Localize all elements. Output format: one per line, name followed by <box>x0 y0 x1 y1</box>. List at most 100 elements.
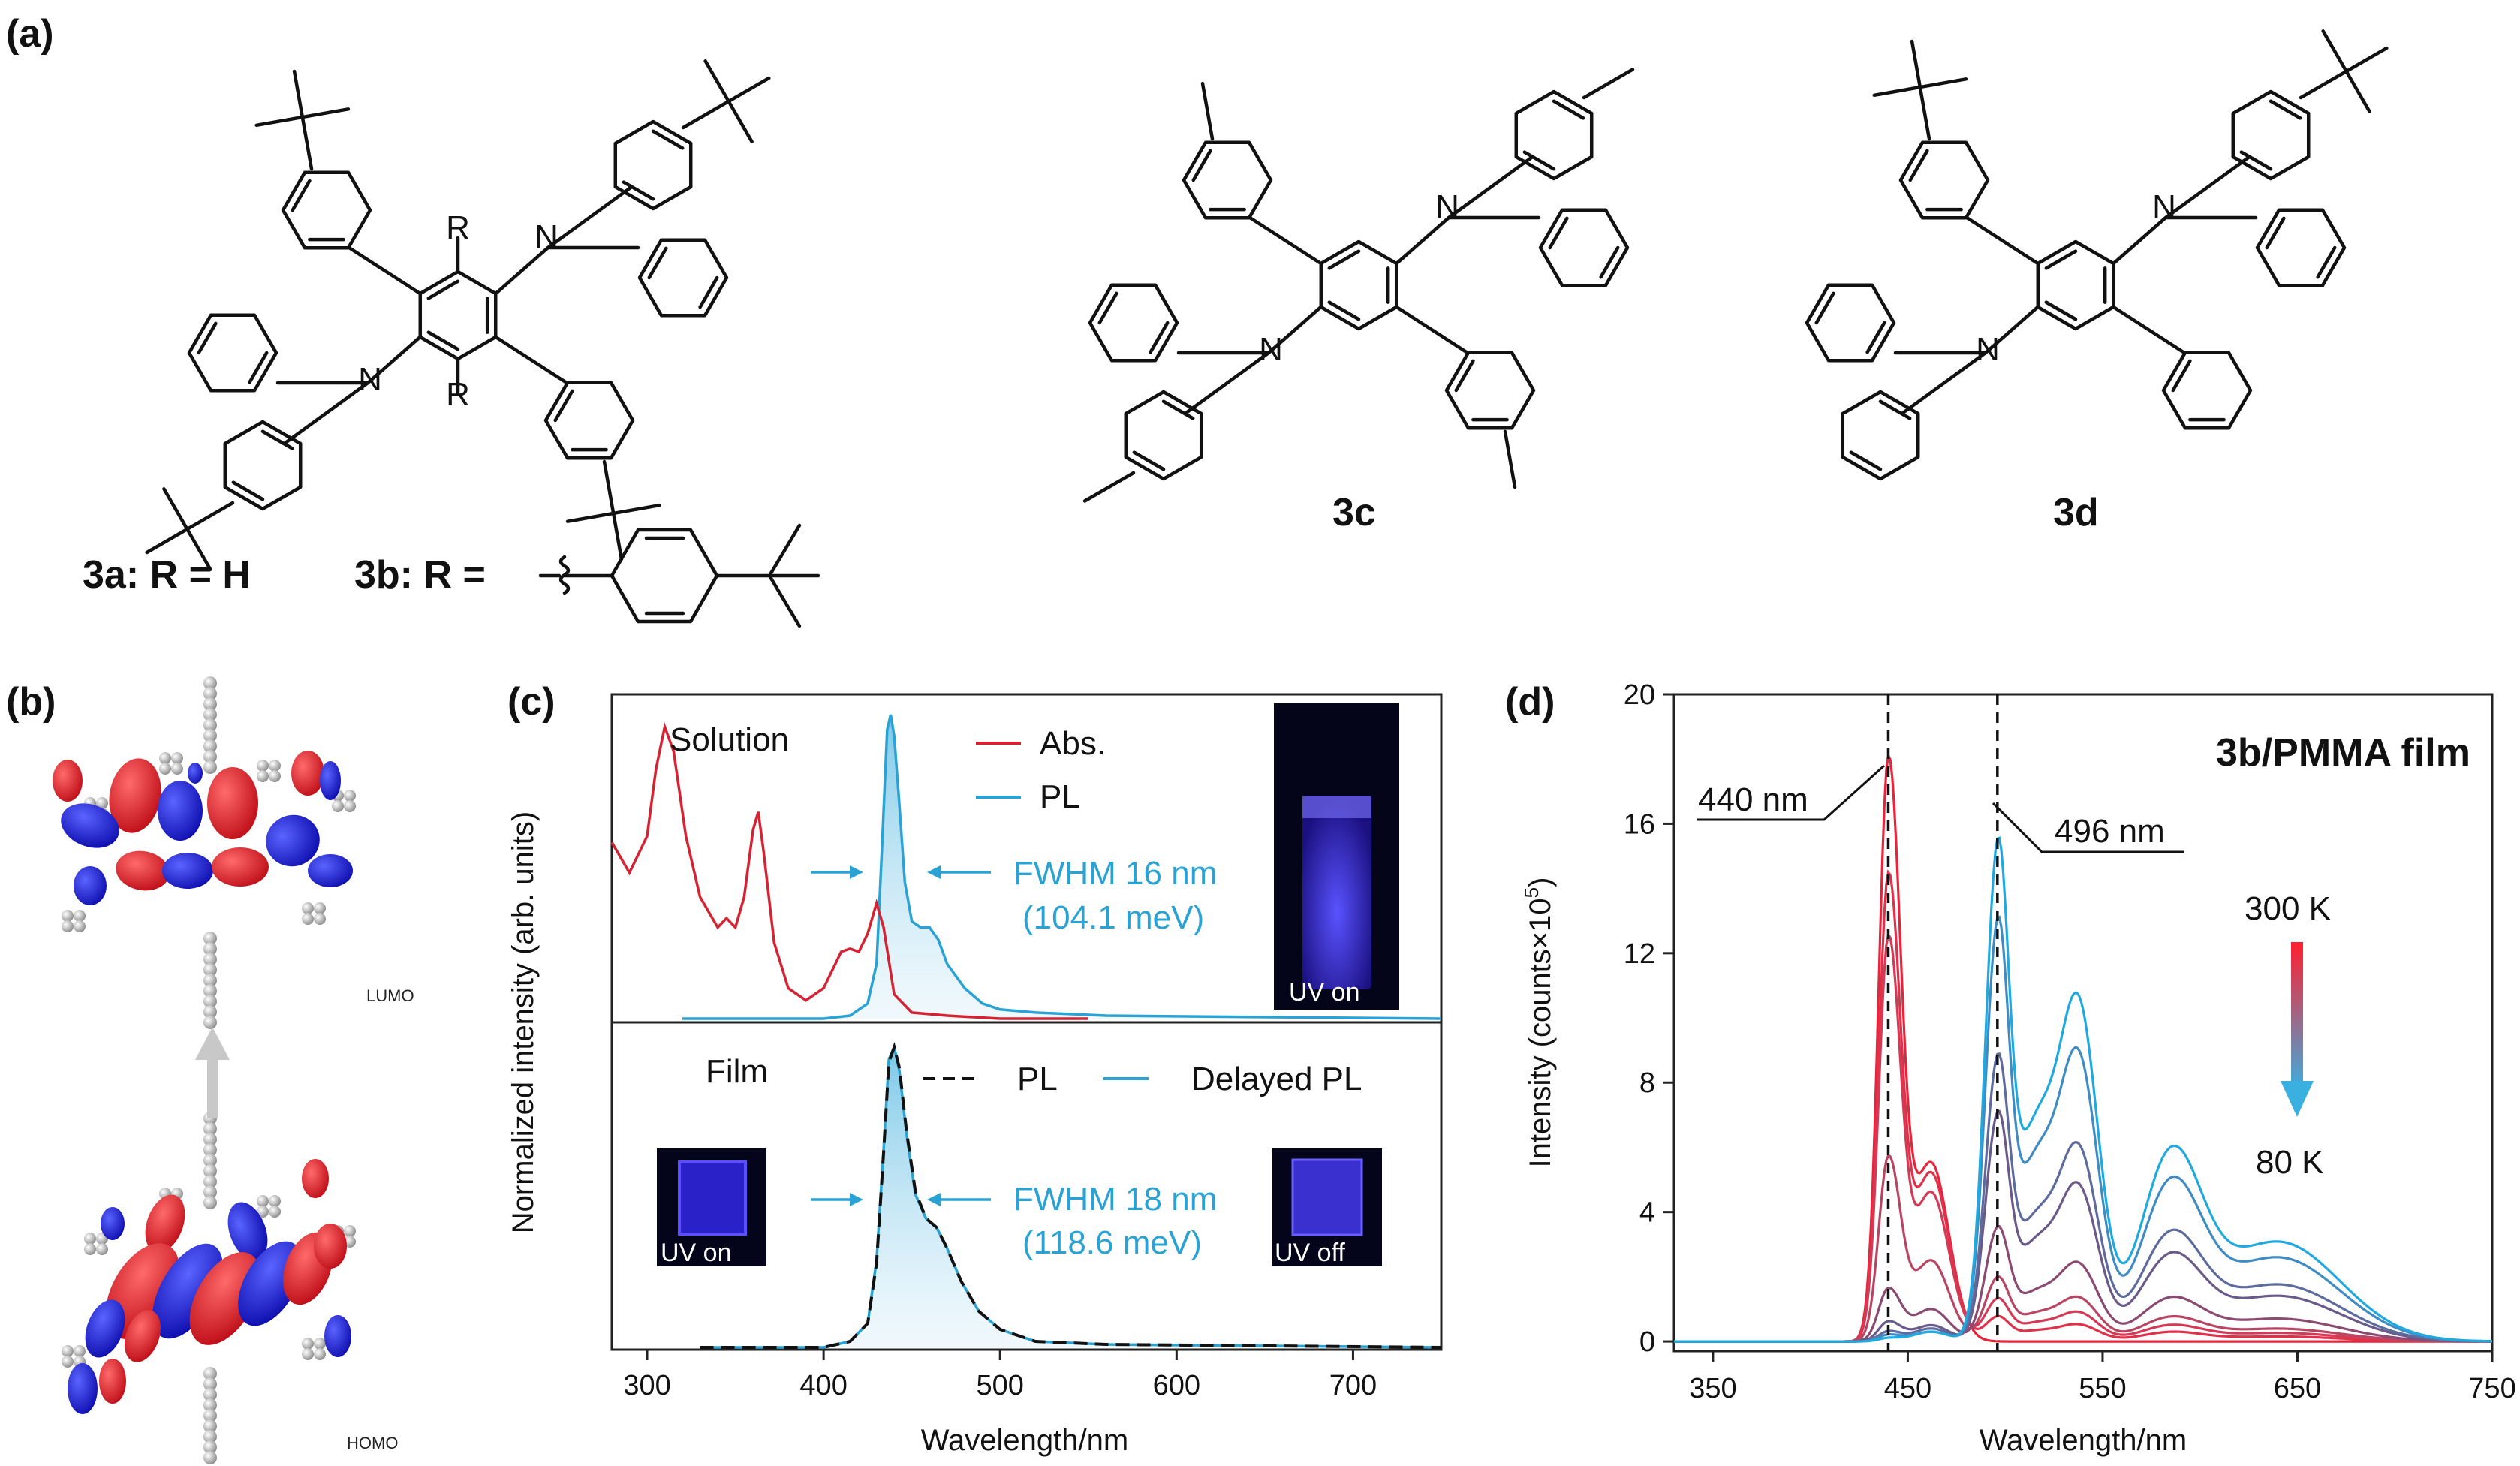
orbital-lobe-negative <box>320 761 341 800</box>
atom-sphere <box>203 1451 217 1464</box>
caption-3b: 3b: R = <box>354 553 486 597</box>
tbu-group <box>611 503 661 516</box>
tbu-group <box>185 527 212 571</box>
bond <box>347 245 422 296</box>
peak-label-496: 496 nm <box>2055 813 2165 850</box>
central-ring-double-bond <box>1327 300 1361 321</box>
ring-left-bottom-double-bond <box>260 429 294 450</box>
bond <box>1248 215 1323 266</box>
inset-film-uv-off: UV off <box>1272 1148 1382 1267</box>
atom-sphere <box>171 752 183 764</box>
atom-sphere <box>332 800 344 812</box>
atom-sphere <box>203 1388 217 1401</box>
ring-right-top <box>2231 89 2311 181</box>
atom-sphere <box>203 729 217 742</box>
atom-sphere <box>203 1377 217 1391</box>
ring-left-top-double-bond <box>1908 149 1929 182</box>
atom-sphere <box>62 1345 74 1357</box>
solution-pl-line <box>682 714 1442 1020</box>
bond <box>1965 215 2040 266</box>
orbital-lobe-positive <box>291 751 324 796</box>
atom-sphere <box>203 760 217 774</box>
peak-leader-440 <box>1697 764 1886 821</box>
atom-sphere <box>203 984 217 998</box>
orbital-lobe-positive <box>145 1194 185 1253</box>
orbital-lobe-negative <box>152 1243 223 1339</box>
molecule-3d-structure <box>1805 29 2389 481</box>
ring-right-mid-double-bond <box>698 275 719 309</box>
atom-sphere <box>74 920 86 932</box>
ring-right-mid-double-bond <box>647 246 668 280</box>
tbu-group <box>2344 69 2371 113</box>
fwhm-solution-line1: FWHM 16 nm <box>1013 855 1217 892</box>
tbu-group <box>565 511 616 523</box>
lumo-label: LUMO <box>366 986 414 1005</box>
chart-d-ytick-label: 8 <box>1639 1067 1655 1099</box>
tbu-group <box>1872 85 1922 98</box>
ring-right-bottom-double-bond <box>2171 359 2192 393</box>
atom-sphere <box>203 1175 217 1188</box>
nitrogen-atom: N <box>534 218 558 255</box>
atom-sphere <box>203 1419 217 1433</box>
orbital-lobe-positive <box>207 767 258 839</box>
atom-sphere <box>203 1196 217 1209</box>
tbu-group <box>300 107 351 119</box>
chart-d-series-s2 <box>1674 869 2492 1343</box>
central-ring <box>2036 239 2115 331</box>
chart-d-xtick-label: 750 <box>2468 1373 2515 1404</box>
tbu-group <box>185 501 235 531</box>
ring-right-mid-double-bond <box>1548 216 1569 250</box>
ring-right-top <box>1514 89 1594 181</box>
ring-left-mid-double-bond <box>1814 291 1835 325</box>
orbital-lobe-positive <box>212 847 269 887</box>
legend-abs-label: Abs. <box>1040 725 1106 762</box>
film-pl-line <box>700 1042 1442 1349</box>
inset-film-uv-on: UV on <box>657 1148 766 1267</box>
atom-sphere <box>203 739 217 753</box>
atom-sphere <box>203 708 217 721</box>
tbu-group <box>254 115 305 128</box>
atom-sphere <box>203 718 217 732</box>
methyl-group <box>1082 471 1136 503</box>
fwhm-film-arrows <box>811 1193 991 1206</box>
ring-right-top-double-bond <box>2269 99 2302 120</box>
orbital-lobe-positive <box>189 1252 261 1345</box>
atom-sphere <box>257 770 269 782</box>
legend-pl-label: PL <box>1040 778 1080 815</box>
panel-label-c: (c) <box>507 680 555 724</box>
atom-sphere <box>203 687 217 700</box>
central-ring <box>1319 239 1398 331</box>
atom-sphere <box>314 913 326 925</box>
panel-label-b: (b) <box>6 680 56 724</box>
central-ring-double-bond <box>2044 300 2078 321</box>
atom-sphere <box>74 1345 86 1357</box>
chart-c-xtick-label: 600 <box>1153 1370 1200 1401</box>
ring-left-bottom-double-bond <box>231 480 265 501</box>
legend-film-pl-label: PL <box>1017 1061 1058 1097</box>
fwhm-solution-line2: (104.1 meV) <box>1022 899 1204 936</box>
orbital-lobe-negative <box>188 763 203 784</box>
methyl-group <box>1582 68 1635 100</box>
peak-leader-496 <box>1992 802 2184 853</box>
orbital-lobe-negative <box>162 853 213 889</box>
chart-d-xtick-label: 450 <box>1884 1373 1931 1404</box>
atom-sphere <box>344 1236 356 1248</box>
lumo-orbital-render <box>53 676 356 1029</box>
atom-sphere <box>269 1195 281 1207</box>
chart-d-frame <box>1672 693 2494 1353</box>
ring-right-top-double-bond <box>1522 150 1556 171</box>
ring-left-mid <box>1805 283 1896 363</box>
caption-3d: 3d <box>2053 491 2099 534</box>
bond <box>494 335 569 385</box>
atom-sphere <box>171 763 183 775</box>
ring-right-mid-double-bond <box>2316 245 2337 279</box>
atom-sphere <box>344 1225 356 1237</box>
atom-sphere <box>203 676 217 690</box>
homo-orbital-render <box>62 1112 356 1464</box>
central-ring-double-bond <box>426 330 460 351</box>
orbital-lobe-negative <box>266 814 320 867</box>
atom-sphere <box>203 1409 217 1422</box>
bond <box>1395 305 1470 355</box>
fwhm-film-line2: (118.6 meV) <box>1022 1224 1202 1261</box>
ring-left-mid-double-bond <box>1097 291 1118 325</box>
